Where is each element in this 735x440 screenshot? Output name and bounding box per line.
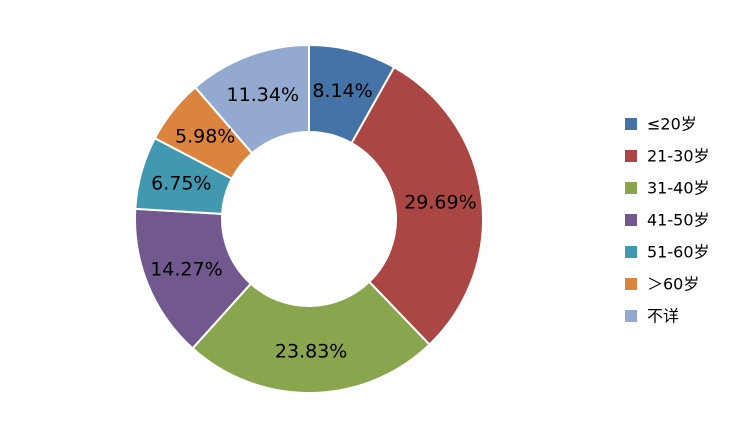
legend-swatch-0	[625, 118, 637, 130]
legend-label-0: ≤20岁	[647, 115, 697, 134]
slice-6	[193, 43, 310, 155]
data-label-0: 8.14%	[312, 80, 372, 102]
slice-2	[191, 280, 431, 394]
slice-1	[350, 65, 484, 346]
data-label-1: 29.69%	[404, 191, 476, 213]
legend-label-5: ＞60岁	[647, 275, 699, 294]
legend-label-2: 31-40岁	[647, 179, 710, 198]
legend-label-3: 41-50岁	[647, 211, 710, 230]
legend-swatch-5	[625, 278, 637, 290]
legend-swatch-3	[625, 214, 637, 226]
legend-swatch-4	[625, 246, 637, 258]
slices-group	[134, 43, 484, 394]
legend-swatch-1	[625, 150, 637, 162]
data-label-3: 14.27%	[150, 258, 222, 280]
data-label-2: 23.83%	[275, 340, 347, 362]
data-label-6: 11.34%	[227, 84, 299, 106]
data-label-4: 6.75%	[151, 173, 211, 195]
legend-swatch-2	[625, 182, 637, 194]
data-label-5: 5.98%	[175, 126, 235, 148]
legend-swatch-6	[625, 310, 637, 322]
legend-label-4: 51-60岁	[647, 243, 710, 262]
legend-label-6: 不详	[647, 307, 679, 326]
data-labels-group: 8.14% 29.69% 23.83% 14.27% 6.75% 5.98% 11.34%	[150, 80, 476, 363]
legend-label-1: 21-30岁	[647, 147, 710, 166]
